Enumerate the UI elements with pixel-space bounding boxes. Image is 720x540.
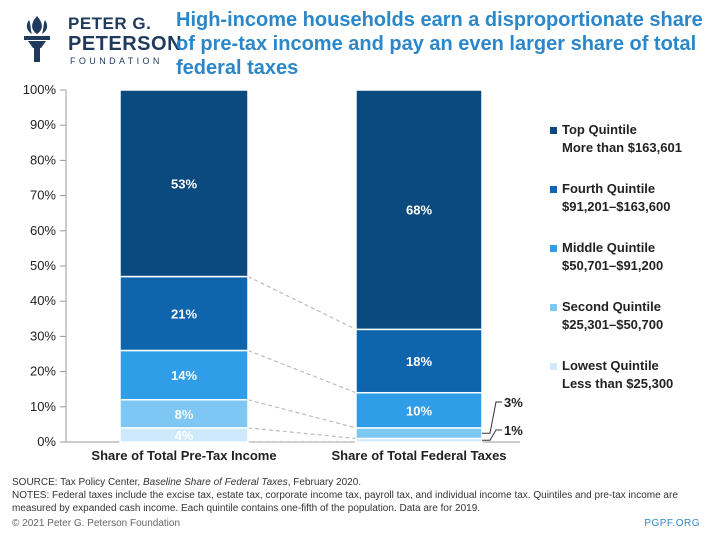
y-tick-label: 50% (30, 258, 56, 273)
data-label: 10% (406, 403, 432, 418)
legend-sublabel: More than $163,601 (562, 140, 682, 155)
y-tick-label: 90% (30, 117, 56, 132)
legend-sublabel: $50,701–$91,200 (562, 258, 663, 273)
category-label: Share of Total Federal Taxes (331, 448, 506, 463)
callout-line (482, 429, 502, 441)
legend-label: Second Quintile (562, 299, 661, 314)
logo-line-3: FOUNDATION (70, 56, 163, 66)
legend-sublabel: $91,201–$163,600 (562, 199, 670, 214)
chart-title: High-income households earn a disproport… (176, 9, 703, 79)
y-tick-label: 60% (30, 223, 56, 238)
data-label: 53% (171, 176, 197, 191)
y-tick-label: 0% (37, 434, 56, 449)
legend-swatch (550, 127, 557, 134)
logo-line-2: PETERSON (68, 33, 183, 55)
connector-line (247, 427, 357, 440)
bar-segment (119, 275, 249, 352)
data-label: 8% (175, 407, 194, 422)
bar-segment (119, 89, 249, 278)
y-tick-label: 70% (30, 188, 56, 203)
legend-label: Fourth Quintile (562, 181, 655, 196)
bar-segment (355, 427, 483, 440)
legend-sublabel: $25,301–$50,700 (562, 317, 663, 332)
legend-label: Middle Quintile (562, 240, 655, 255)
connector-line (247, 399, 357, 429)
category-label: Share of Total Pre-Tax Income (91, 448, 276, 463)
y-tick-label: 20% (30, 364, 56, 379)
data-label: 68% (406, 203, 432, 218)
y-tick-label: 100% (23, 82, 57, 97)
legend-swatch (550, 363, 557, 370)
legend-swatch (550, 245, 557, 252)
logo-line-1: PETER G. (68, 14, 152, 33)
copyright-text: © 2021 Peter G. Peterson Foundation (12, 518, 181, 529)
data-label: 4% (175, 428, 194, 443)
connector-line (247, 276, 357, 330)
legend-label: Top Quintile (562, 122, 637, 137)
y-tick-label: 40% (30, 293, 56, 308)
notes-text: NOTES: Federal taxes include the excise … (12, 490, 678, 514)
legend-label: Lowest Quintile (562, 358, 659, 373)
y-tick-label: 10% (30, 399, 56, 414)
legend-swatch (550, 304, 557, 311)
data-label: 21% (171, 307, 197, 322)
data-label: 3% (504, 395, 523, 410)
data-label: 14% (171, 368, 197, 383)
legend-sublabel: Less than $25,300 (562, 376, 673, 391)
bar-segment (119, 349, 249, 401)
data-label: 18% (406, 354, 432, 369)
site-link[interactable]: PGPF.ORG (644, 518, 700, 529)
y-tick-label: 80% (30, 152, 56, 167)
connector-line (247, 349, 357, 394)
y-tick-label: 30% (30, 328, 56, 343)
bar-segment (355, 89, 483, 331)
legend-swatch (550, 186, 557, 193)
source-note: SOURCE: Tax Policy Center, Baseline Shar… (12, 477, 362, 488)
peterson-foundation-logo: PETER G. PETERSON FOUNDATION (8, 8, 182, 68)
bar-segment (355, 328, 483, 394)
callout-line (482, 401, 502, 434)
data-label: 1% (504, 423, 523, 438)
bar-segment (355, 391, 483, 429)
stacked-bar-chart: 0% 10% 20% 30% 40% 50% 60% 70% 80% 90% 100% 4% 8% 14… (23, 82, 682, 463)
torch-logo-icon (24, 16, 50, 62)
